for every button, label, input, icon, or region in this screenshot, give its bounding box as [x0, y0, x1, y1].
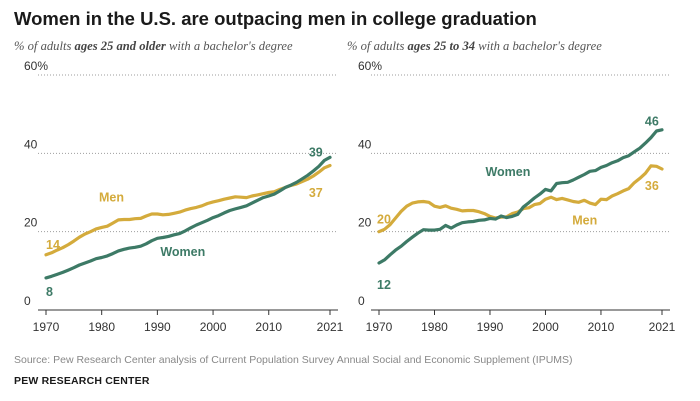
left-women-series-label: Women [160, 245, 205, 259]
left-women-line [44, 155, 332, 280]
left-men-end-value-label: 37 [309, 186, 323, 200]
source-note: Source: Pew Research Center analysis of … [14, 354, 573, 366]
right-xtick-label: 2021 [649, 320, 676, 334]
right-panel-subtitle: % of adults ages 25 to 34 with a bachelo… [347, 39, 602, 54]
left-men-start-value-label: 14 [46, 238, 60, 252]
right-women-start-value-label: 12 [377, 278, 391, 292]
right-xtick-label: 2010 [588, 320, 615, 334]
right-ytick-label: 60% [358, 59, 382, 73]
left-ytick-label: 40 [24, 137, 38, 151]
left-xtick-label: 2000 [200, 320, 227, 334]
right-xtick-label: 1990 [477, 320, 504, 334]
left-ytick-label: 60% [24, 59, 48, 73]
right-women-series-label: Women [485, 165, 530, 179]
chart-title: Women in the U.S. are outpacing men in c… [14, 8, 537, 29]
left-xtick-label: 1990 [144, 320, 171, 334]
left-xtick-label: 1970 [33, 320, 60, 334]
right-women-end-value-label: 46 [645, 115, 659, 129]
left-xtick-label: 1980 [88, 320, 115, 334]
left-men-line [44, 163, 332, 257]
right-subtitle-post: with a bachelor's degree [475, 39, 602, 53]
organization-name: PEW RESEARCH CENTER [14, 375, 150, 387]
right-xtick-label: 1980 [421, 320, 448, 334]
left-subtitle-post: with a bachelor's degree [165, 39, 293, 53]
left-xtick-label: 2021 [317, 320, 344, 334]
left-subtitle-pre: % of adults [14, 39, 75, 53]
right-subtitle-bold: ages 25 to 34 [407, 39, 476, 53]
right-ytick-label: 0 [358, 294, 365, 308]
right-ytick-label: 40 [358, 137, 372, 151]
left-xtick-label: 2010 [255, 320, 282, 334]
left-women-start-value-label: 8 [46, 285, 53, 299]
right-men-series-label: Men [572, 213, 597, 227]
left-men-series-label: Men [99, 191, 124, 205]
right-ytick-label: 20 [358, 216, 372, 230]
right-xtick-label: 2000 [532, 320, 559, 334]
left-women-end-value-label: 39 [309, 145, 323, 159]
right-men-start-value-label: 20 [377, 213, 391, 227]
left-ytick-label: 0 [24, 294, 31, 308]
left-subtitle-bold: ages 25 and older [74, 39, 166, 53]
right-men-end-value-label: 36 [645, 179, 659, 193]
left-ytick-label: 20 [24, 216, 38, 230]
right-xtick-label: 1970 [366, 320, 393, 334]
left-panel-subtitle: % of adults ages 25 and older with a bac… [14, 39, 293, 54]
right-women-line [377, 128, 664, 265]
right-subtitle-pre: % of adults [347, 39, 408, 53]
